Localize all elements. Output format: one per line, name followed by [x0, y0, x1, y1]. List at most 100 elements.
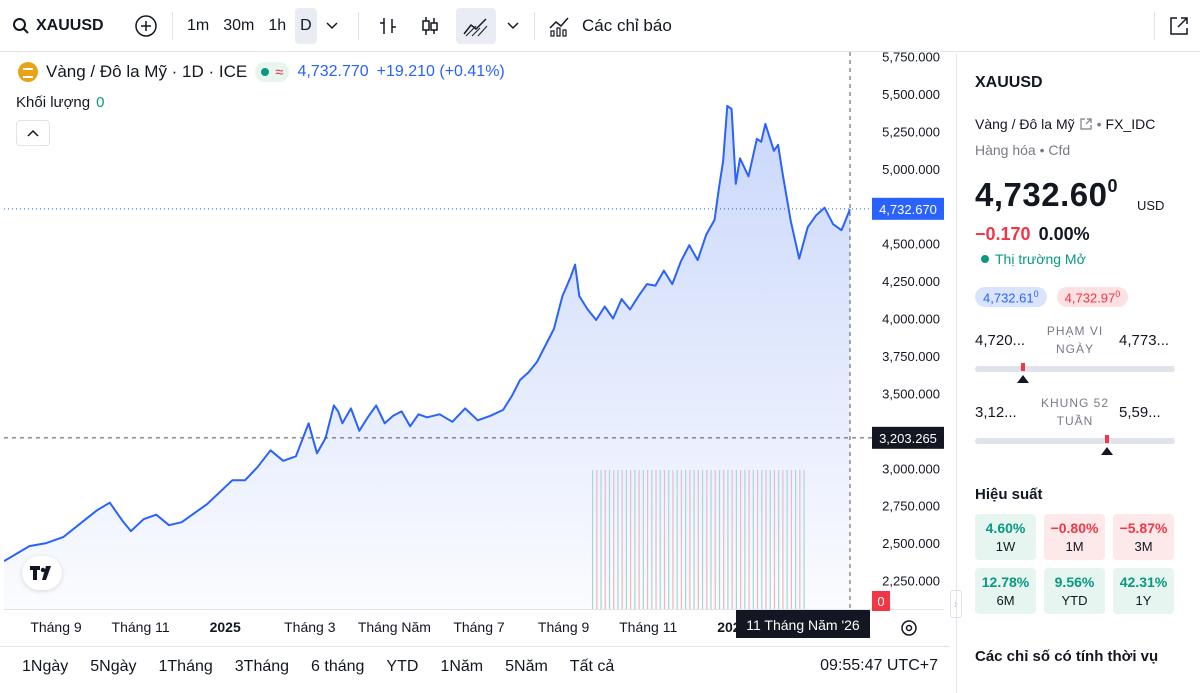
settings-gear-icon[interactable] — [901, 620, 917, 636]
week52-range-high: 5,59... — [1119, 404, 1161, 421]
chart-type-dropdown[interactable] — [504, 8, 522, 44]
range-all[interactable]: Tất cả — [569, 657, 615, 675]
area-chart-type-button[interactable] — [456, 8, 496, 44]
interval-d[interactable]: D — [295, 8, 317, 44]
price-line — [4, 104, 851, 562]
collapse-legend-button[interactable] — [16, 120, 50, 146]
performance-cell-1w[interactable]: 4.60% 1W — [975, 514, 1036, 560]
range-3m[interactable]: 3Tháng — [234, 657, 290, 675]
legend-status-badges: ≈ — [255, 62, 290, 82]
price-axis-label: 3,500.000 — [882, 386, 940, 401]
range-5y[interactable]: 5Năm — [505, 657, 548, 675]
performance-value: 9.56% — [1054, 574, 1095, 590]
performance-grid: 4.60% 1W −0.80% 1M −5.87% 3M 12.78% 6M 9.56% YTD 4… — [975, 514, 1174, 614]
range-1y[interactable]: 1Năm — [440, 657, 484, 675]
price-chart[interactable]: 5,750.0005,500.0005,250.0005,000.0004,75… — [4, 52, 944, 642]
chart-pane[interactable]: 5,750.0005,500.0005,250.0005,000.0004,75… — [4, 52, 944, 642]
crosshair-date-badge — [736, 610, 870, 638]
price-axis-label: 5,250.000 — [882, 124, 940, 139]
market-status[interactable]: Thị trường Mở — [981, 251, 1086, 267]
week52-range-arrow-icon — [1101, 447, 1113, 455]
performance-value: 12.78% — [981, 574, 1030, 590]
chart-overlays: 4,732.670 3,203.265 11 Tháng Năm '26 0 — [4, 52, 944, 638]
panel-change-pct: 0.00% — [1038, 224, 1090, 244]
ask-sup: 0 — [1115, 289, 1121, 299]
performance-cell-1m[interactable]: −0.80% 1M — [1044, 514, 1105, 560]
panel-change: −0.170 0.00% — [975, 224, 1090, 245]
panel-description-text[interactable]: Vàng / Đô la Mỹ — [975, 116, 1075, 132]
seasonals-title[interactable]: Các chỉ số có tính thời vụ — [975, 648, 1159, 665]
bid-sup: 0 — [1033, 289, 1039, 299]
range-6m[interactable]: 6 tháng — [311, 657, 365, 675]
last-price-label: 4,732.670 — [879, 202, 937, 217]
separator-dot: • — [1096, 116, 1102, 132]
time-axis-label: Tháng Năm — [358, 619, 431, 635]
price-axis-label: 2,750.000 — [882, 499, 940, 514]
ask-badge: 4,732.970 — [1056, 287, 1129, 308]
interval-dropdown[interactable] — [321, 8, 343, 44]
panel-price-sup: 0 — [1107, 176, 1118, 196]
performance-cell-6m[interactable]: 12.78% 6M — [975, 568, 1036, 614]
bid-badge: 4,732.610 — [975, 287, 1047, 308]
performance-title[interactable]: Hiệu suất — [975, 486, 1043, 503]
bars-icon — [380, 18, 396, 34]
bid-ask: 4,732.610 4,732.970 — [975, 287, 1129, 308]
panel-symbol[interactable]: XAUUSD — [975, 74, 1043, 91]
toolbar-divider — [358, 12, 359, 40]
indicators-button[interactable]: Các chỉ báo — [548, 8, 672, 44]
bid-value: 4,732.61 — [983, 290, 1034, 306]
price-axis-label: 4,250.000 — [882, 274, 940, 289]
bar-chart-type-button[interactable] — [372, 8, 404, 44]
price-axis-label: 2,500.000 — [882, 536, 940, 551]
range-1d[interactable]: 1Ngày — [22, 657, 69, 675]
panel-change-value: −0.170 — [975, 224, 1031, 244]
tradingview-logo[interactable] — [22, 556, 62, 590]
price-axis-label: 2,250.000 — [882, 574, 940, 589]
symbol-name: XAUUSD — [36, 17, 104, 34]
performance-cell-1y[interactable]: 42.31% 1Y — [1113, 568, 1174, 614]
range-5d[interactable]: 5Ngày — [90, 657, 137, 675]
panel-description: Vàng / Đô la Mỹ • FX_IDC — [975, 116, 1155, 132]
panel-category: Hàng hóa • Cfd — [975, 142, 1070, 158]
timezone-clock[interactable]: 09:55:47 UTC+7 — [820, 657, 938, 674]
time-axis-label: 2025 — [210, 619, 241, 635]
week52-range-low: 3,12... — [975, 404, 1017, 421]
volume-legend-value: 0 — [96, 94, 105, 111]
toolbar-divider — [534, 12, 535, 40]
time-axis-label: Tháng 9 — [30, 619, 82, 635]
performance-period: 1W — [995, 539, 1016, 554]
performance-cell-3m[interactable]: −5.87% 3M — [1113, 514, 1174, 560]
candle-chart-type-button[interactable] — [414, 8, 446, 44]
interval-30m[interactable]: 30m — [223, 17, 255, 34]
time-axis-label: Tháng 9 — [538, 619, 590, 635]
symbol-details-panel: XAUUSD Vàng / Đô la Mỹ • FX_IDC Hàng hóa… — [956, 54, 1196, 693]
legend-change: +19.210 (+0.41%) — [376, 63, 505, 80]
performance-cell-ytd[interactable]: 9.56% YTD — [1044, 568, 1105, 614]
external-link-icon — [1170, 17, 1188, 35]
performance-value: −0.80% — [1050, 520, 1099, 536]
price-axis-label: 5,750.000 — [882, 52, 940, 64]
interval-1m[interactable]: 1m — [187, 17, 210, 34]
indicators-icon — [549, 17, 569, 37]
chevron-up-icon — [27, 129, 39, 137]
price-axis-label: 4,000.000 — [882, 312, 940, 327]
interval-1h[interactable]: 1h — [268, 17, 287, 34]
approx-data-icon[interactable]: ≈ — [275, 63, 284, 81]
time-axis[interactable]: Tháng 9 Tháng 11 2025 Tháng 3 Tháng Năm Tháng… — [30, 619, 748, 635]
volume-legend-label[interactable]: Khối lượng — [16, 94, 91, 111]
settings-gear-ring — [901, 620, 917, 636]
panel-exchange[interactable]: FX_IDC — [1105, 116, 1156, 132]
price-axis-label: 3,750.000 — [882, 349, 940, 364]
legend-title[interactable]: Vàng / Đô la Mỹ · 1D · ICE — [46, 62, 248, 81]
day-range-caption-2: NGÀY — [1055, 342, 1094, 356]
external-link-icon[interactable] — [1079, 117, 1093, 131]
week52-range-bar — [975, 435, 1175, 455]
range-ytd[interactable]: YTD — [386, 657, 419, 675]
compare-add-button[interactable] — [132, 8, 160, 44]
market-open-dot-icon — [261, 68, 270, 76]
area-chart-icon — [463, 18, 488, 37]
range-1m[interactable]: 1Tháng — [158, 657, 213, 675]
open-fullchart-button[interactable] — [1164, 8, 1194, 44]
symbol-search-button[interactable]: XAUUSD — [12, 8, 104, 44]
interval-group: 1m 30m 1h D — [182, 8, 343, 44]
